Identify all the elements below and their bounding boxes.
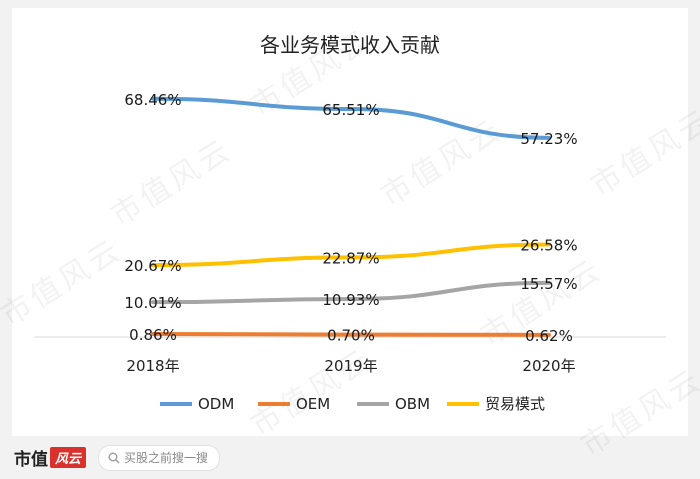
data-label-oem: 0.70% — [327, 327, 375, 345]
series-line-oem — [151, 332, 551, 337]
data-label-odm: 65.51% — [322, 101, 379, 119]
legend-item-obm[interactable]: OBM — [357, 395, 430, 413]
data-label-obm: 10.93% — [322, 291, 379, 309]
data-label-odm: 68.46% — [124, 91, 181, 109]
series-line-trade — [151, 242, 551, 268]
series-line-odm — [151, 96, 551, 140]
brand-text: 市值 — [14, 450, 48, 470]
series-line-obm — [151, 280, 551, 305]
data-label-trade: 20.67% — [124, 257, 181, 275]
x-tick-label: 2018年 — [126, 357, 179, 375]
legend-label: OBM — [395, 395, 430, 413]
legend-item-oem[interactable]: OEM — [258, 395, 330, 413]
legend-label: ODM — [198, 395, 234, 413]
data-label-trade: 26.58% — [520, 237, 577, 255]
search-placeholder: 买股之前搜一搜 — [124, 451, 209, 465]
brand-logo[interactable]: 市值 风云 — [14, 445, 87, 470]
data-label-odm: 57.23% — [520, 130, 577, 148]
data-label-obm: 15.57% — [520, 275, 577, 293]
legend-label: OEM — [296, 395, 330, 413]
search-box[interactable]: 买股之前搜一搜 — [98, 444, 221, 471]
legend-label: 贸易模式 — [485, 395, 545, 413]
legend-item-trade[interactable]: 贸易模式 — [447, 395, 545, 413]
legend-item-odm[interactable]: ODM — [160, 395, 234, 413]
chart-title: 各业务模式收入贡献 — [260, 33, 440, 57]
footer-bar: 市值 风云 买股之前搜一搜 — [0, 436, 700, 479]
data-label-obm: 10.01% — [124, 294, 181, 312]
chart-card: 市值风云 市值风云 市值风云 市值风云 市值风云 市值风云 市值风云 市值风云 … — [0, 8, 700, 464]
x-tick-label: 2019年 — [324, 357, 377, 375]
x-tick-label: 2020年 — [522, 357, 575, 375]
brand-badge: 风云 — [50, 447, 87, 468]
data-label-trade: 22.87% — [322, 249, 379, 267]
data-label-oem: 0.62% — [525, 327, 573, 345]
search-icon — [108, 452, 120, 463]
line-chart: 各业务模式收入贡献 68.46% 65.51% 57.23% 0.86% 0.70% 0.… — [34, 33, 666, 413]
data-label-oem: 0.86% — [129, 326, 177, 344]
